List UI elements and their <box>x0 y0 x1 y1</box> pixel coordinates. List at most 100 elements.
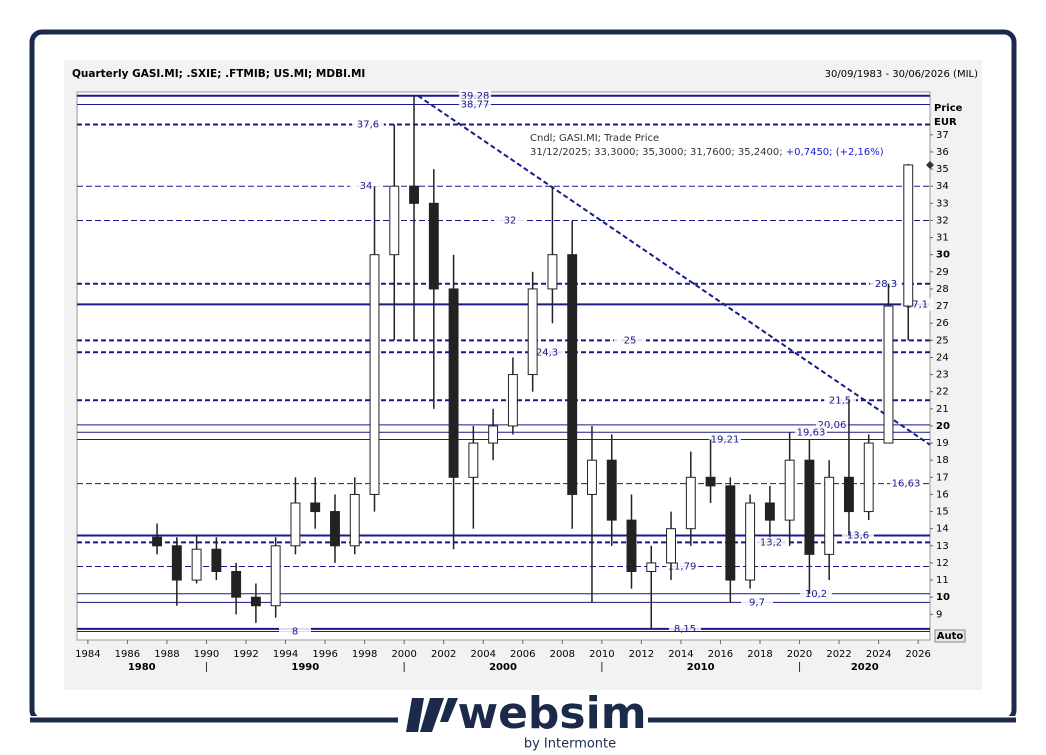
scale-button[interactable] <box>934 629 966 643</box>
y-tick-label: 25 <box>936 335 949 346</box>
candle-body <box>389 185 400 256</box>
y-tick-label: 22 <box>936 387 949 398</box>
candle-body <box>804 459 815 555</box>
candle-body <box>330 511 340 547</box>
y-tick-label: 33 <box>936 198 949 209</box>
candle-body <box>250 596 261 607</box>
level-label: 21,5 <box>829 395 851 406</box>
candle <box>685 451 696 546</box>
candle-body <box>448 288 459 478</box>
scale-mode[interactable]: Auto <box>937 631 964 642</box>
candle <box>844 400 854 536</box>
level-label: 34 <box>360 181 373 192</box>
candle <box>152 523 163 555</box>
candle <box>567 220 578 529</box>
candle-body <box>211 548 222 572</box>
x-tick-label: 1990 <box>194 649 219 660</box>
candle <box>626 494 637 589</box>
candle-body <box>705 476 716 487</box>
level-label: 9,7 <box>749 597 765 608</box>
candle-body <box>626 519 637 572</box>
decade-label: 1980 <box>128 662 156 673</box>
level-label-bg <box>890 477 922 490</box>
candle <box>824 460 835 581</box>
info-line: Cndl; GASI.MI; Trade Price <box>530 133 659 144</box>
decade-label: 2020 <box>851 662 879 673</box>
candle-body <box>685 476 696 530</box>
y-tick-label: 31 <box>936 233 949 244</box>
candle-body <box>824 476 835 555</box>
y-tick-label: 18 <box>936 455 949 466</box>
level-label-bg <box>741 596 773 609</box>
x-tick-label: 1994 <box>273 649 298 660</box>
candle <box>587 425 597 603</box>
candle-body <box>844 476 854 513</box>
candle <box>527 271 538 392</box>
candle-body <box>507 374 518 427</box>
level-label-bg <box>614 334 646 347</box>
x-tick-label: 2020 <box>787 649 812 660</box>
decade-label: 2000 <box>489 662 517 673</box>
candle-body <box>606 459 617 521</box>
y-tick-label: 21 <box>936 404 949 415</box>
candle-body <box>567 254 578 495</box>
level-label-bg <box>795 426 827 439</box>
logo-gap-bg <box>30 716 1016 724</box>
candle <box>764 485 775 538</box>
candle-body <box>468 442 479 478</box>
candle-body <box>152 536 163 547</box>
x-tick-label: 2010 <box>589 649 614 660</box>
level-label: 16,63 <box>892 479 921 490</box>
y-tick-label: 9 <box>936 609 942 620</box>
x-tick-label: 2012 <box>629 649 654 660</box>
y-tick-label: 26 <box>936 318 949 329</box>
candle <box>883 283 894 444</box>
decade-label: 2010 <box>687 662 715 673</box>
info-change: +0,7450; (+2,16%) <box>786 147 884 158</box>
x-tick-label: 1998 <box>352 649 377 660</box>
candle <box>428 169 439 409</box>
level-label: 32 <box>504 215 517 226</box>
candle <box>468 425 479 529</box>
y-tick-label: 23 <box>936 370 949 381</box>
logo-mark <box>406 698 458 732</box>
y-tick-label: 14 <box>936 524 949 535</box>
candle <box>507 357 518 435</box>
y-tick-label: 30 <box>936 250 950 261</box>
candle-body <box>863 442 874 513</box>
level-label-bg <box>824 394 856 407</box>
y-tick-label: 20 <box>936 421 950 432</box>
candle <box>171 537 182 606</box>
x-tick-label: 1986 <box>115 649 140 660</box>
candle-body <box>191 548 202 581</box>
x-tick-label: 2016 <box>708 649 733 660</box>
x-tick-label: 2004 <box>471 649 496 660</box>
candle <box>310 477 321 529</box>
y-tick-label: 36 <box>936 147 949 158</box>
level-label: 24,3 <box>536 347 558 358</box>
y-tick-label: 11 <box>936 575 949 586</box>
x-tick-label: 2006 <box>510 649 535 660</box>
candle-body <box>270 545 281 607</box>
y-tick-label: 13 <box>936 541 949 552</box>
x-tick-label: 1984 <box>75 649 100 660</box>
candle <box>191 535 202 584</box>
y-tick-label: 37 <box>936 130 949 141</box>
candle-body <box>725 485 736 581</box>
candle <box>349 477 360 555</box>
level-label-bg <box>279 625 311 638</box>
candle <box>369 186 380 512</box>
y-tick-label: 12 <box>936 558 949 569</box>
candle <box>606 434 617 546</box>
chart-title: Quarterly GASI.MI; .SXIE; .FTMIB; US.MI;… <box>72 68 365 80</box>
candle-body <box>745 502 756 581</box>
decade-label: 1990 <box>291 662 319 673</box>
candle-body <box>171 545 182 581</box>
level-label: 25 <box>624 335 637 346</box>
level-label: 38,77 <box>461 100 490 111</box>
y-tick-label: 15 <box>936 507 949 518</box>
x-tick-label: 2014 <box>668 649 693 660</box>
level-label-bg <box>459 98 491 111</box>
x-tick-label: 2008 <box>550 649 575 660</box>
y-tick-label: 34 <box>936 181 949 192</box>
